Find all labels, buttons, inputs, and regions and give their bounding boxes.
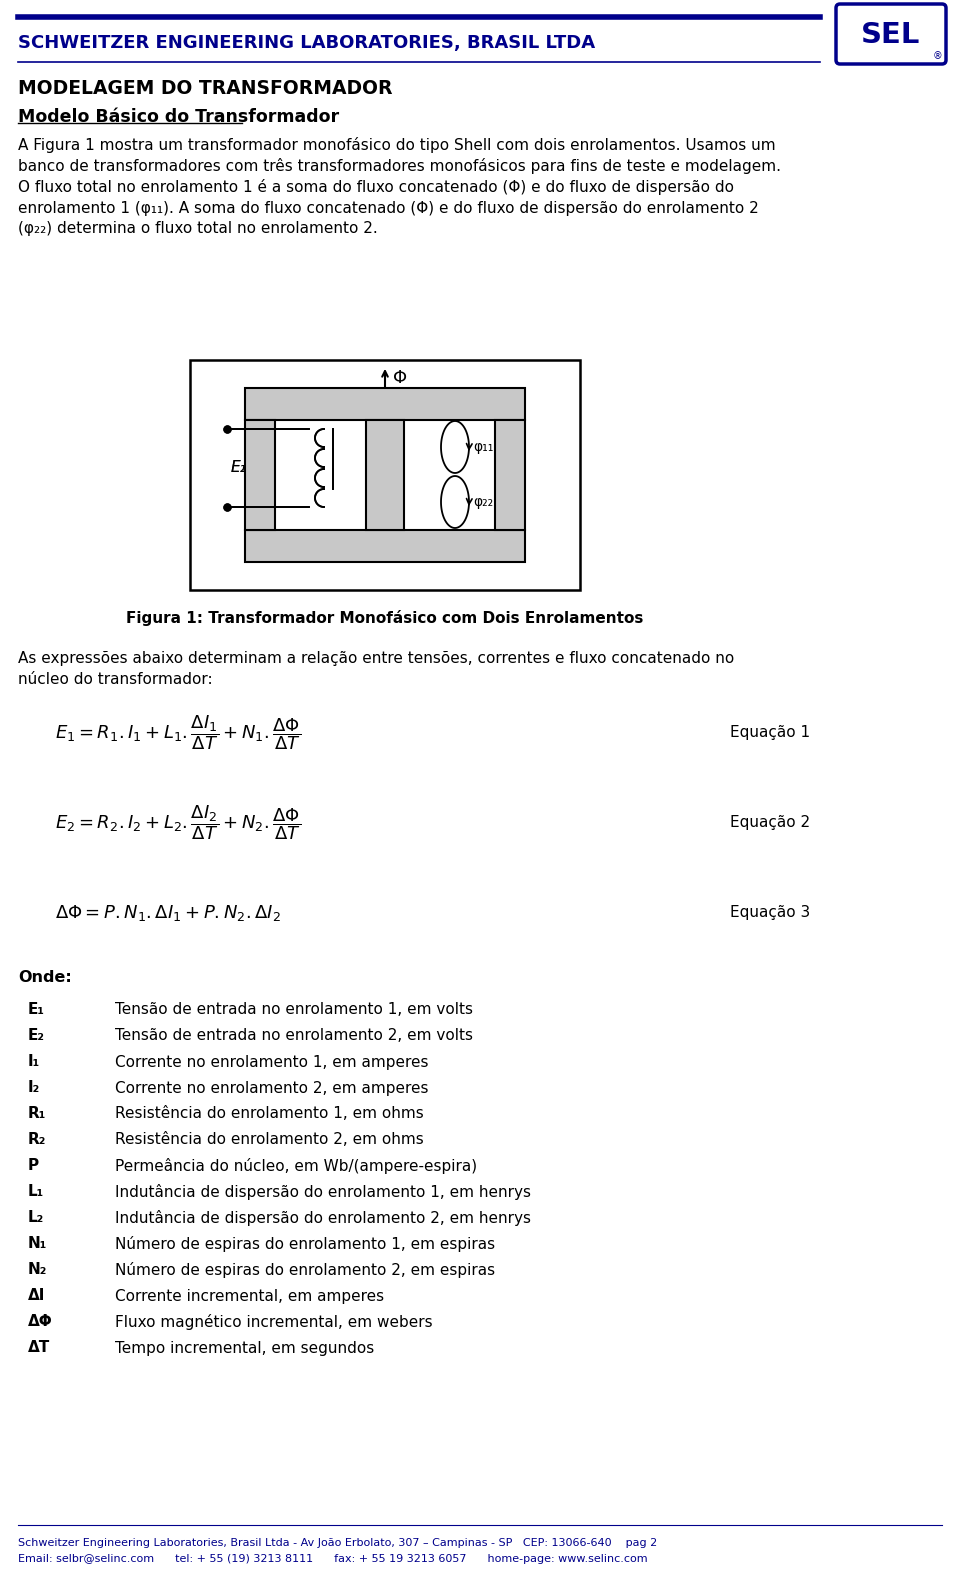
Bar — [245, 388, 525, 421]
Text: SCHWEITZER ENGINEERING LABORATORIES, BRASIL LTDA: SCHWEITZER ENGINEERING LABORATORIES, BRA… — [18, 35, 595, 52]
Text: $\Delta\Phi = P . N_1 . \Delta I_1 + P . N_2 . \Delta I_2$: $\Delta\Phi = P . N_1 . \Delta I_1 + P .… — [55, 903, 280, 923]
Text: A Figura 1 mostra um transformador monofásico do tipo Shell com dois enrolamento: A Figura 1 mostra um transformador monof… — [18, 137, 776, 152]
Text: (φ₂₂) determina o fluxo total no enrolamento 2.: (φ₂₂) determina o fluxo total no enrolam… — [18, 221, 377, 237]
Text: E₂: E₂ — [231, 460, 247, 476]
Text: Onde:: Onde: — [18, 970, 72, 986]
Text: Número de espiras do enrolamento 2, em espiras: Número de espiras do enrolamento 2, em e… — [115, 1262, 495, 1278]
Text: Tensão de entrada no enrolamento 1, em volts: Tensão de entrada no enrolamento 1, em v… — [115, 1003, 473, 1017]
Text: Equação 2: Equação 2 — [730, 815, 810, 831]
Text: Permeância do núcleo, em Wb/(ampere-espira): Permeância do núcleo, em Wb/(ampere-espi… — [115, 1159, 477, 1174]
Text: E₁: E₁ — [28, 1003, 45, 1017]
Bar — [245, 421, 275, 531]
Text: Indutância de dispersão do enrolamento 2, em henrys: Indutância de dispersão do enrolamento 2… — [115, 1210, 531, 1226]
Text: R₁: R₁ — [28, 1107, 46, 1121]
Text: Número de espiras do enrolamento 1, em espiras: Número de espiras do enrolamento 1, em e… — [115, 1236, 495, 1251]
Text: φ₂₂: φ₂₂ — [473, 495, 493, 509]
Text: Tempo incremental, em segundos: Tempo incremental, em segundos — [115, 1341, 374, 1355]
Text: SEL: SEL — [861, 20, 921, 49]
Text: ΔI: ΔI — [28, 1289, 45, 1303]
Text: I₁: I₁ — [28, 1055, 40, 1069]
Text: Indutância de dispersão do enrolamento 1, em henrys: Indutância de dispersão do enrolamento 1… — [115, 1184, 531, 1199]
Bar — [366, 421, 404, 531]
Bar — [495, 421, 525, 531]
Bar — [245, 531, 525, 562]
Text: Tensão de entrada no enrolamento 2, em volts: Tensão de entrada no enrolamento 2, em v… — [115, 1028, 473, 1044]
Text: Fluxo magnético incremental, em webers: Fluxo magnético incremental, em webers — [115, 1314, 433, 1330]
Text: MODELAGEM DO TRANSFORMADOR: MODELAGEM DO TRANSFORMADOR — [18, 78, 393, 97]
Text: Figura 1: Transformador Monofásico com Dois Enrolamentos: Figura 1: Transformador Monofásico com D… — [127, 611, 644, 626]
Text: O fluxo total no enrolamento 1 é a soma do fluxo concatenado (Φ) e do fluxo de d: O fluxo total no enrolamento 1 é a soma … — [18, 179, 734, 195]
Text: ΔΦ: ΔΦ — [28, 1314, 53, 1330]
Text: L₂: L₂ — [28, 1210, 44, 1226]
Text: Equação 3: Equação 3 — [730, 906, 810, 920]
Text: Modelo Básico do Transformador: Modelo Básico do Transformador — [18, 108, 339, 126]
Text: Corrente no enrolamento 1, em amperes: Corrente no enrolamento 1, em amperes — [115, 1055, 428, 1069]
Text: núcleo do transformador:: núcleo do transformador: — [18, 672, 212, 686]
Text: Φ: Φ — [393, 369, 407, 386]
Text: Resistência do enrolamento 2, em ohms: Resistência do enrolamento 2, em ohms — [115, 1132, 423, 1148]
Text: N₂: N₂ — [28, 1262, 47, 1278]
Text: E₂: E₂ — [28, 1028, 45, 1044]
Bar — [190, 360, 580, 590]
Text: As expressões abaixo determinam a relação entre tensões, correntes e fluxo conca: As expressões abaixo determinam a relaçã… — [18, 650, 734, 666]
Text: Resistência do enrolamento 1, em ohms: Resistência do enrolamento 1, em ohms — [115, 1107, 423, 1121]
Text: R₂: R₂ — [28, 1132, 46, 1148]
Text: φ₁₁: φ₁₁ — [473, 440, 493, 454]
Text: P: P — [28, 1159, 39, 1173]
Text: Equação 1: Equação 1 — [730, 725, 810, 741]
Text: banco de transformadores com três transformadores monofásicos para fins de teste: banco de transformadores com três transf… — [18, 159, 781, 174]
Text: ®: ® — [933, 50, 943, 61]
Text: N₁: N₁ — [28, 1237, 47, 1251]
Text: enrolamento 1 (φ₁₁). A soma do fluxo concatenado (Φ) e do fluxo de dispersão do : enrolamento 1 (φ₁₁). A soma do fluxo con… — [18, 201, 758, 215]
Text: $E_1 = R_1 . I_1 + L_1 . \dfrac{\Delta I_1}{\Delta T} + N_1 . \dfrac{\Delta\Phi}: $E_1 = R_1 . I_1 + L_1 . \dfrac{\Delta I… — [55, 714, 301, 752]
Text: Email: selbr@selinc.com      tel: + 55 (19) 3213 8111      fax: + 55 19 3213 605: Email: selbr@selinc.com tel: + 55 (19) 3… — [18, 1554, 648, 1564]
FancyBboxPatch shape — [836, 5, 946, 64]
Text: I₂: I₂ — [28, 1080, 40, 1096]
Text: ΔT: ΔT — [28, 1341, 50, 1355]
Text: Corrente incremental, em amperes: Corrente incremental, em amperes — [115, 1289, 384, 1303]
Text: E₁: E₁ — [231, 460, 247, 476]
Text: Schweitzer Engineering Laboratories, Brasil Ltda - Av João Erbolato, 307 – Campi: Schweitzer Engineering Laboratories, Bra… — [18, 1539, 658, 1548]
Text: Corrente no enrolamento 2, em amperes: Corrente no enrolamento 2, em amperes — [115, 1080, 428, 1096]
Text: $E_2 = R_2 . I_2 + L_2 . \dfrac{\Delta I_2}{\Delta T} + N_2 . \dfrac{\Delta\Phi}: $E_2 = R_2 . I_2 + L_2 . \dfrac{\Delta I… — [55, 804, 301, 843]
Text: L₁: L₁ — [28, 1184, 44, 1199]
